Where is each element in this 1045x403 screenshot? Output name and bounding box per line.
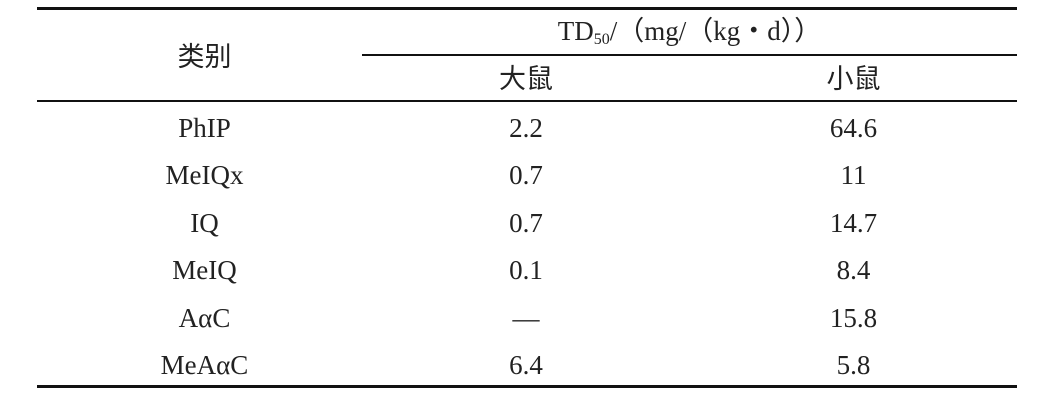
cell-value: 0.7 — [509, 207, 543, 238]
group-unit: /（mg/（kg・d）） — [609, 16, 822, 46]
top-rule — [37, 7, 1017, 10]
cell-value: 15.8 — [829, 302, 878, 333]
cell-value: 6.4 — [509, 350, 543, 380]
cell-value: 0.1 — [509, 255, 543, 286]
cell-value: 0.7 — [509, 160, 543, 191]
category-header: 类别 — [177, 42, 232, 72]
column-header: 大鼠 — [499, 64, 553, 94]
row-label: MeAαC — [160, 350, 249, 380]
cell-value: — — [512, 302, 540, 333]
row-label: MeIQx — [165, 160, 244, 191]
group-sub: 50 — [593, 31, 610, 48]
group-main: TD — [557, 16, 594, 46]
bottom-rule — [37, 385, 1017, 388]
header-rule — [37, 100, 1017, 102]
cell-value: 2.2 — [509, 113, 543, 143]
cell-value: 11 — [840, 160, 867, 191]
cell-value: 5.8 — [836, 350, 871, 380]
group-header: TD50/（mg/（kg・d）） — [362, 16, 1017, 55]
cell-value: 14.7 — [829, 207, 878, 238]
row-label: PhIP — [178, 113, 231, 143]
column-header: 小鼠 — [826, 64, 881, 94]
row-label: MeIQ — [172, 255, 237, 286]
cell-value: 8.4 — [836, 255, 871, 286]
group-rule — [362, 54, 1017, 56]
row-label: AαC — [178, 302, 231, 333]
cell-value: 64.6 — [829, 113, 878, 143]
row-label: IQ — [190, 207, 219, 238]
